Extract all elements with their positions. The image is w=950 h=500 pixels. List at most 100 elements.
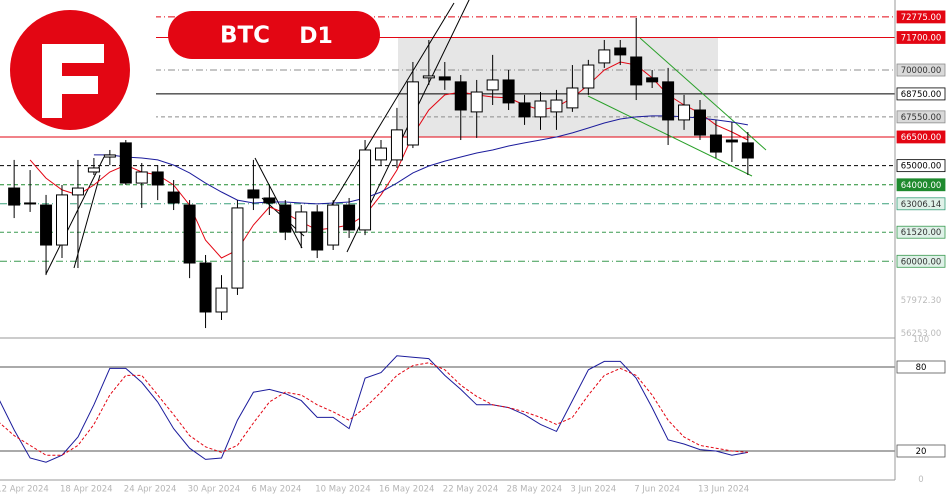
marks-layer [0,17,754,463]
level-label-box [896,178,946,192]
candle-body [263,197,276,204]
x-tick-label: 10 May 2024 [315,485,370,495]
x-tick-label: 30 Apr 2024 [188,485,241,495]
candle-body [646,77,659,83]
candle-body [614,47,627,56]
candle-body [630,56,643,86]
candle-body [694,109,706,136]
candle-body [24,202,37,205]
candle-body [40,204,53,246]
candle-body [438,76,451,81]
candle-body [8,187,21,206]
candle-body [582,64,595,89]
candle-body [151,171,164,186]
candle-body [741,142,754,159]
y-tick-label: 57972.30 [901,296,942,306]
y-tick-label: 80 [916,363,927,373]
y-tick-label: 20 [916,447,927,457]
candle-body [359,149,372,231]
candle-body [550,99,563,113]
candle-body [295,211,308,233]
candle-body [486,79,499,91]
candle-body [422,75,435,79]
level-label-box [896,444,946,458]
timeframe: D1 [299,24,333,49]
level-label-box [896,197,946,211]
candle-body [103,154,116,158]
logo [10,10,130,130]
level-label-box [896,159,946,173]
candle-body [566,87,579,109]
trendline [639,37,767,151]
candle-body [183,204,196,264]
level-label-box [896,31,946,44]
candle-body [662,81,675,121]
candle-body [247,189,260,199]
y-tick-label: 61520.00 [901,228,942,238]
candle-body [311,211,324,251]
indicator-line [93,115,748,205]
candle-body [598,49,611,64]
x-tick-label: 22 May 2024 [443,485,498,495]
x-tick-label: 18 Apr 2024 [60,485,113,495]
y-tick-label: 66500.00 [901,133,942,143]
y-tick-label: 71700.00 [901,33,942,43]
y-tick-label: 67550.00 [901,113,942,123]
x-tick-label: 13 Jun 2024 [698,485,749,495]
x-tick-label: 24 Apr 2024 [124,485,177,495]
candle-body [199,262,212,313]
candle-body [534,100,547,118]
candle-body [343,204,356,231]
x-tick-label: 6 May 2024 [251,485,301,495]
candle-body [56,194,68,246]
x-tick-label: 16 May 2024 [379,485,434,495]
candle-body [135,171,148,184]
candle-body [71,187,84,196]
x-tick-label: 7 Jun 2024 [634,485,680,495]
level-label-box [896,110,946,124]
candle-body [518,102,531,118]
y-tick-label: 60000.00 [901,257,942,267]
y-tick-label: 72775.00 [901,13,942,23]
y-tick-label: 56253.00 [901,329,942,339]
candle-body [375,147,387,161]
logo-mark [42,44,104,118]
indicator-line [29,61,749,259]
candle-body [454,81,467,111]
y-tick-label: 68750.00 [901,90,942,100]
y-tick-label: 65000.00 [901,162,942,172]
trendline [254,157,303,249]
trendline [587,95,753,177]
level-label-box [896,254,946,268]
candle-body [470,91,483,113]
trendline [329,2,455,209]
candle-body [406,81,419,146]
candle-body [231,207,244,289]
level-label-box [896,10,946,24]
candle-body [167,191,180,204]
indicator-line [0,355,748,463]
axis-layer: 72775.00 71700.00 70000.00 68750.00 67550.00… [0,10,946,495]
y-tick-label: 100 [913,335,929,345]
candle-body [725,139,738,143]
levels-layer [0,16,895,452]
y-tick-label: 64000.00 [901,181,942,191]
candle-body [327,204,340,246]
x-tick-label: 28 May 2024 [507,485,562,495]
candle-body [215,287,228,313]
symbol-pill [168,11,380,59]
symbol: BTC [220,23,270,49]
level-label-box [896,360,946,374]
level-label-box [896,130,946,144]
candle-body [390,129,403,161]
level-label-box [896,87,946,101]
y-tick-label: 70000.00 [901,66,942,76]
level-label-box [896,63,946,77]
candle-body [502,79,515,104]
y-tick-label: 63006.14 [901,200,942,210]
candle-body [709,134,722,153]
candle-body [87,167,100,173]
level-label-box [896,225,946,239]
